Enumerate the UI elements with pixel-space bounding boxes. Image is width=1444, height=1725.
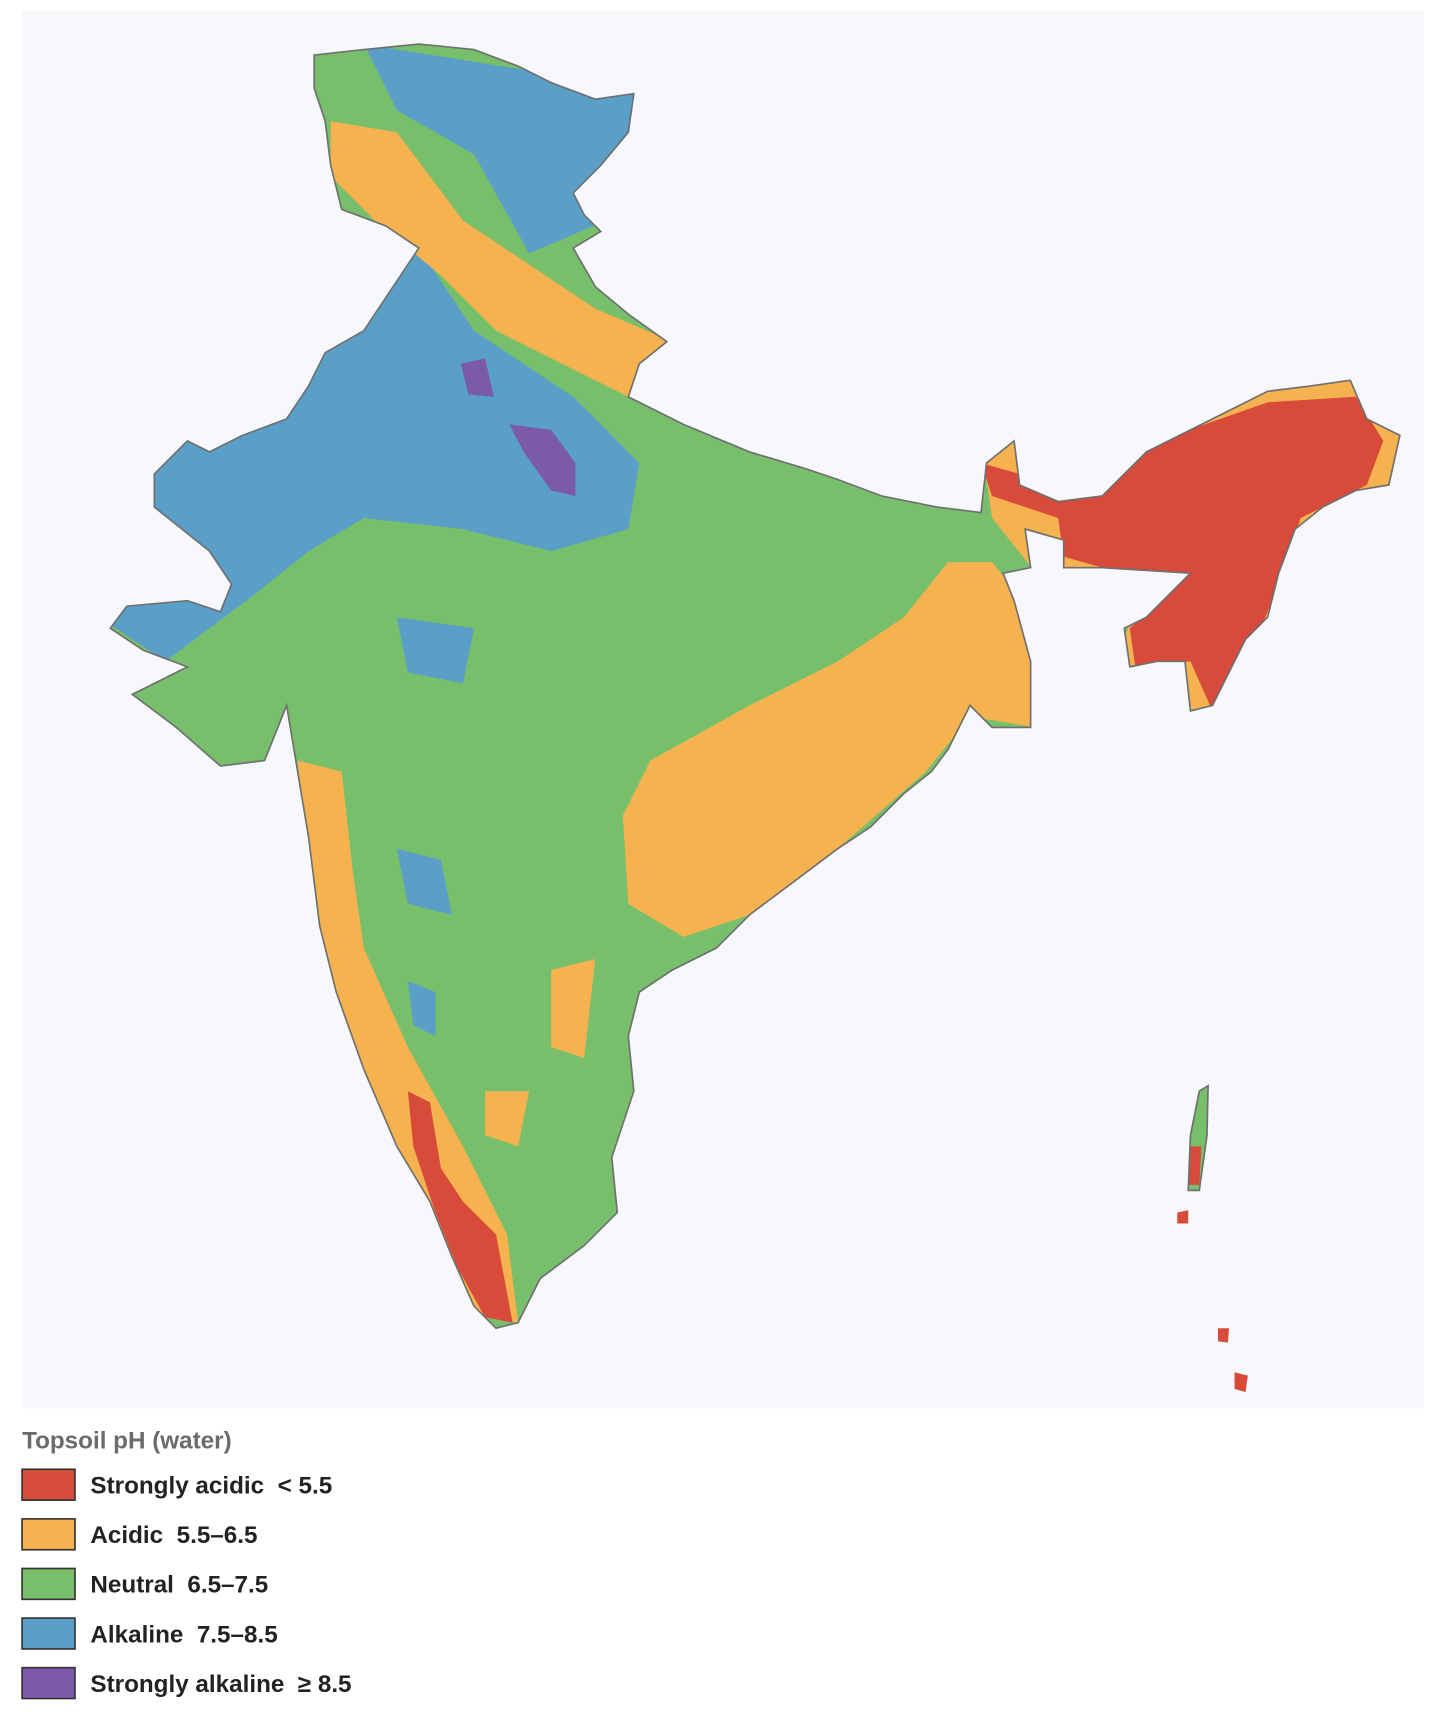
legend-swatch: [21, 1666, 76, 1700]
legend-label: Alkaline 7.5–8.5: [90, 1621, 277, 1648]
legend-swatch: [21, 1518, 76, 1551]
legend-label: Strongly alkaline ≥ 8.5: [90, 1671, 351, 1698]
legend-label: Neutral 6.5–7.5: [90, 1572, 268, 1599]
legend-swatch: [21, 1617, 76, 1650]
strongly-acidic-region: [407, 1091, 513, 1323]
andaman-islands: [1177, 1084, 1248, 1393]
island-outline: [1187, 1084, 1209, 1192]
strongly-alkaline-region: [460, 358, 576, 497]
alkaline-region: [396, 617, 474, 1037]
legend-title: Topsoil pH (water): [22, 1427, 232, 1454]
legend-swatch: [21, 1468, 76, 1501]
legend-swatch: [21, 1567, 76, 1601]
acidic-region: [297, 760, 519, 1323]
acidic-region: [485, 958, 596, 1147]
alkaline-region: [363, 44, 640, 254]
acidic-region: [622, 562, 1037, 937]
legend-label: Acidic 5.5–6.5: [90, 1522, 257, 1549]
acidic-region: [330, 121, 673, 397]
legend: Topsoil pH (water) Strongly acidic < 5.5…: [21, 1427, 352, 1700]
legend-label: Strongly acidic < 5.5: [90, 1473, 332, 1500]
